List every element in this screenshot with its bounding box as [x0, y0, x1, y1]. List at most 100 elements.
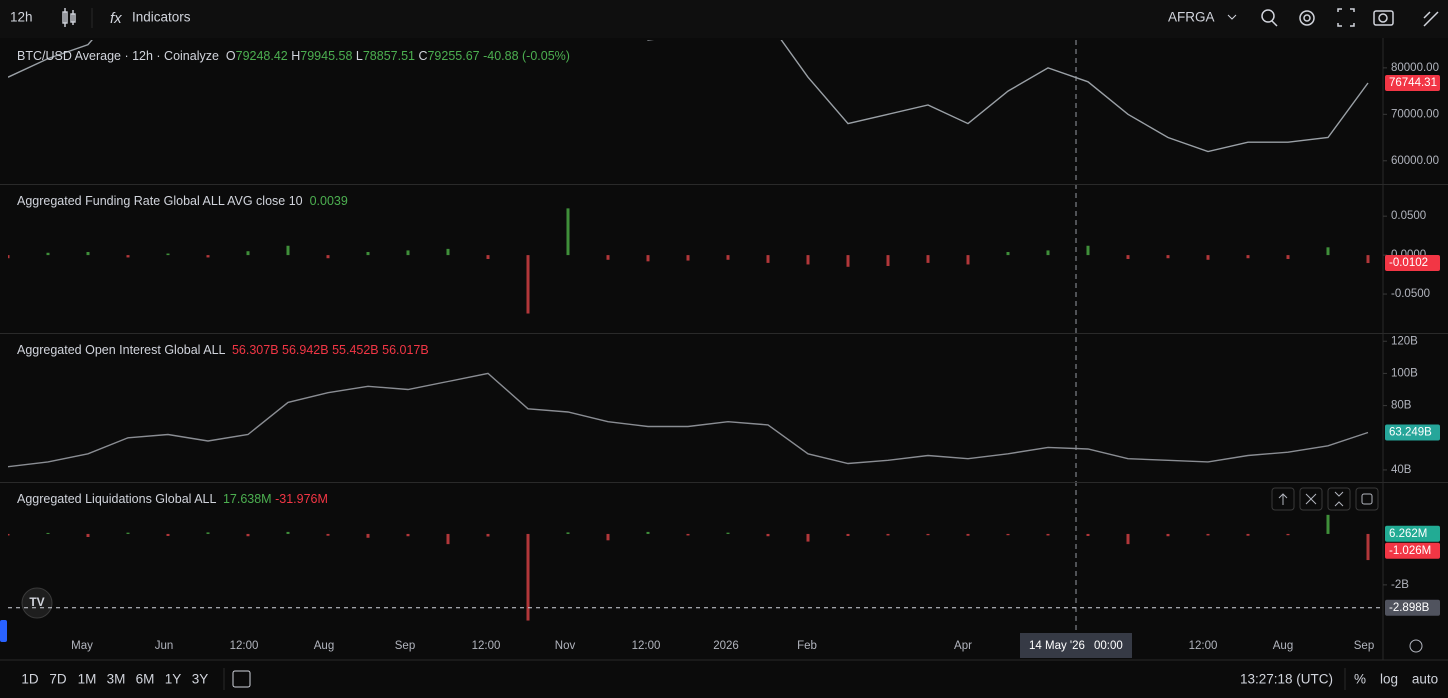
series-bar: [486, 533, 490, 537]
series-bar: [166, 533, 170, 536]
time-axis-label: 12:00: [632, 640, 661, 652]
series-bar: [886, 533, 890, 536]
fullscreen-icon[interactable]: [1337, 8, 1355, 27]
time-axis-label: Jun: [155, 640, 174, 652]
time-axis-label: Sep: [395, 640, 415, 652]
series-bar: [326, 533, 330, 536]
series-bar: [1086, 245, 1090, 256]
price-tag-label: 63.249B: [1389, 427, 1432, 439]
legend-item: L: [352, 49, 362, 63]
indicators-button[interactable]: Indicators: [132, 10, 191, 25]
price-tag: [1385, 599, 1440, 616]
date-range-icon[interactable]: [232, 670, 251, 688]
series-bar: [526, 533, 530, 621]
time-axis-label: Sep: [1354, 640, 1374, 652]
series-bar: [1246, 255, 1250, 259]
range-button[interactable]: 1M: [78, 672, 97, 687]
time-axis-label: 2026: [713, 640, 739, 652]
zoom-icon[interactable]: [1261, 9, 1275, 23]
time-axis-label: Aug: [1273, 640, 1293, 652]
range-button[interactable]: 1D: [21, 672, 39, 687]
series-bar: [1006, 533, 1010, 536]
time-axis-label: May: [71, 640, 93, 652]
time-axis-label: 12:00: [472, 640, 501, 652]
toolbar-icons: [1261, 8, 1439, 27]
series-bar: [686, 255, 690, 261]
axis-option[interactable]: %: [1354, 672, 1366, 687]
series-bar: [46, 252, 50, 256]
legend-item: C: [415, 49, 428, 63]
axis-option[interactable]: auto: [1412, 672, 1438, 687]
series-bar: [246, 533, 250, 537]
series-bar: [1006, 251, 1010, 256]
time-axis-label: 12:00: [230, 640, 259, 652]
axis-settings-icon[interactable]: [1409, 639, 1423, 653]
screenshot-icon[interactable]: [1373, 10, 1394, 26]
legend-item: BTC/USD Average · 12h · Coinalyze: [17, 49, 226, 63]
settings-icon[interactable]: [1299, 10, 1315, 26]
y-tick-label: 80B: [1391, 400, 1412, 412]
range-button[interactable]: 3Y: [192, 672, 209, 687]
range-button[interactable]: 7D: [49, 672, 67, 687]
series-bar: [246, 251, 250, 256]
pane-plot: [8, 40, 1369, 153]
range-button[interactable]: 1Y: [165, 672, 182, 687]
legend-item: 56.307B: [232, 343, 279, 357]
fx-icon[interactable]: fx: [110, 10, 122, 27]
legend-item: 0.0039: [310, 194, 348, 208]
series-bar: [286, 531, 290, 534]
series-bar: [1046, 250, 1050, 256]
legend-item: 79945.58: [300, 49, 352, 63]
range-button[interactable]: 3M: [107, 672, 126, 687]
series-bar: [446, 248, 450, 256]
interval-button[interactable]: 12h: [10, 10, 33, 25]
legend-item: Aggregated Liquidations Global ALL: [17, 492, 223, 506]
legend-item: 79255.67: [427, 49, 479, 63]
tv-logo-text: TV: [29, 595, 44, 609]
series-bar: [646, 255, 650, 262]
series-bar: [806, 533, 810, 542]
series-bar: [886, 255, 890, 267]
legend-item: 17.638M: [223, 492, 272, 506]
series-bar: [286, 245, 290, 256]
price-tag: [1385, 424, 1440, 441]
series-line: [8, 372, 1369, 468]
candles-icon[interactable]: [62, 8, 76, 27]
price-tag: [1385, 525, 1440, 542]
series-bar: [1326, 247, 1330, 256]
time-axis-label: Nov: [555, 640, 576, 652]
series-bar: [166, 253, 170, 256]
collapse-button[interactable]: [1327, 487, 1351, 511]
dropdown-icon[interactable]: [1227, 14, 1237, 20]
series-bar: [606, 533, 610, 541]
series-bar: [526, 255, 530, 314]
series-bar: [686, 533, 690, 536]
series-line: [8, 40, 1369, 153]
side-handle[interactable]: [0, 620, 7, 642]
tv-logo[interactable]: [21, 587, 53, 619]
series-bar: [926, 255, 930, 263]
legend-item: Aggregated Open Interest Global ALL: [17, 343, 232, 357]
series-bar: [446, 533, 450, 545]
price-tag: [1385, 542, 1440, 559]
series-bar: [1126, 255, 1130, 259]
pane-controls: [1271, 487, 1379, 511]
y-tick-label: -2B: [1391, 579, 1409, 591]
series-bar: [126, 255, 130, 258]
axis-option[interactable]: log: [1380, 672, 1398, 687]
symbol-code[interactable]: AFRGA: [1168, 10, 1215, 25]
series-bar: [646, 531, 650, 534]
series-bar: [846, 533, 850, 536]
series-bar: [846, 255, 850, 267]
y-tick-label: 80000.00: [1391, 62, 1439, 74]
range-button[interactable]: 6M: [136, 672, 155, 687]
series-bar: [8, 255, 10, 259]
legend-item: Aggregated Funding Rate Global ALL AVG c…: [17, 194, 310, 208]
draw-icon[interactable]: [1423, 11, 1439, 27]
maximize-button[interactable]: [1355, 487, 1379, 511]
y-tick-label: 60000.00: [1391, 155, 1439, 167]
series-bar: [206, 255, 210, 258]
series-bar: [606, 255, 610, 260]
